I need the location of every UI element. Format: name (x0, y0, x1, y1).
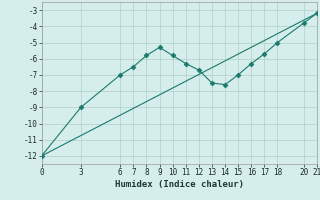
X-axis label: Humidex (Indice chaleur): Humidex (Indice chaleur) (115, 180, 244, 189)
